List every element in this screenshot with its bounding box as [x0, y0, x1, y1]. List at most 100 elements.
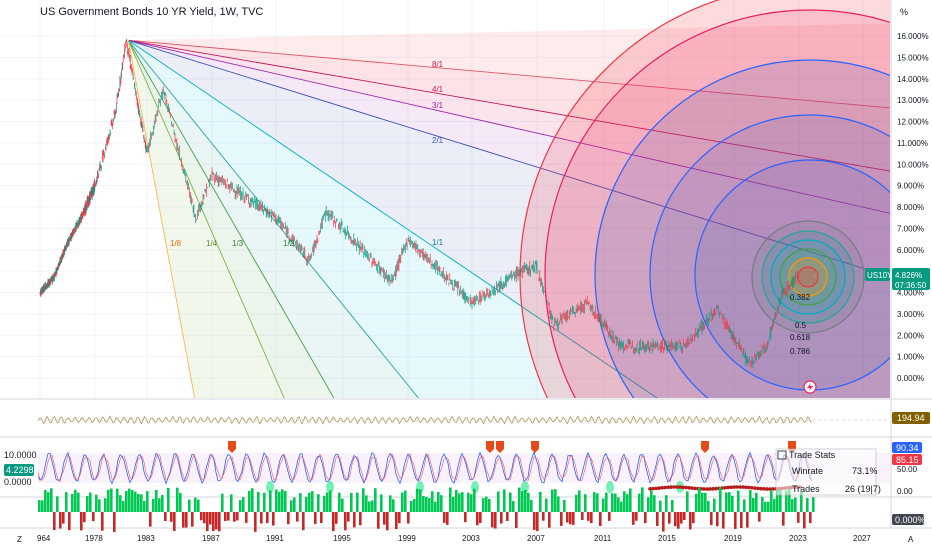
- histogram-bar: [341, 498, 344, 512]
- histogram-bar: [605, 492, 608, 512]
- pane1-value-badge: [892, 412, 930, 424]
- fan-ray: [127, 40, 335, 398]
- histogram-bar: [323, 495, 326, 512]
- histogram-bar: [737, 490, 740, 512]
- histogram-bar: [380, 494, 383, 512]
- histogram-bar: [242, 497, 245, 512]
- signal-marker: [701, 441, 709, 453]
- histogram-bar: [809, 512, 812, 524]
- fan-ray: [127, 39, 419, 398]
- trade-stats-title: Trade Stats: [789, 450, 836, 460]
- fan-ray: [128, 39, 658, 398]
- histogram-bar: [560, 512, 563, 526]
- stoch-d-line: [37, 453, 813, 483]
- histogram-bar: [356, 492, 359, 512]
- auto-scale-button[interactable]: A: [908, 535, 914, 544]
- histogram-bar: [326, 492, 329, 512]
- histogram-bar: [254, 512, 257, 532]
- time-tick: 1978: [85, 534, 103, 543]
- price-axis[interactable]: 16.000% 15.000% 14.000% 13.000% 12.000% 11.00…: [897, 32, 929, 383]
- histogram-bar: [113, 512, 116, 532]
- histogram-bar: [224, 512, 227, 521]
- earnings-event-icon[interactable]: [803, 380, 817, 394]
- histogram-bar: [557, 496, 560, 512]
- histogram-bar: [794, 497, 797, 512]
- pane2-left-zero: 0.0000: [4, 477, 32, 487]
- histogram-bar: [554, 489, 557, 512]
- histogram-bar: [572, 512, 575, 525]
- fan-label: 1/2: [283, 239, 295, 248]
- stochastic-pane[interactable]: [37, 441, 890, 493]
- time-tick: 2027: [853, 534, 871, 543]
- band-dot: [687, 485, 691, 490]
- fan-ray: [127, 40, 285, 398]
- histogram-bar: [635, 512, 638, 521]
- histogram-bar: [65, 492, 68, 512]
- histogram-bar: [206, 512, 209, 532]
- signal-blob: [266, 481, 274, 493]
- histogram-bar: [146, 491, 149, 512]
- histogram-bar: [641, 487, 644, 512]
- histogram-bar: [365, 495, 368, 512]
- band-dot: [744, 485, 748, 490]
- histogram-bar: [482, 498, 485, 512]
- time-tick: 2023: [789, 534, 807, 543]
- pane3-value-badge: [892, 514, 924, 525]
- grid: [0, 0, 890, 398]
- trade-stats-checkbox[interactable]: [777, 450, 787, 460]
- chart-title: US Government Bonds 10 YR Yield, 1W, TVC: [40, 6, 264, 18]
- band-dot: [732, 485, 736, 489]
- histogram-bar: [86, 496, 89, 512]
- histogram-bar: [548, 512, 551, 528]
- volume-histogram-pane[interactable]: [38, 487, 815, 532]
- price-tick: 16.000%: [897, 32, 929, 41]
- histogram-bar: [173, 512, 176, 532]
- oscillator-line: [37, 415, 813, 425]
- histogram-bar: [188, 499, 191, 512]
- histogram-bar: [311, 491, 314, 512]
- fan-label: 3/1: [432, 101, 444, 110]
- fib-circle-inner: [761, 230, 855, 324]
- band-dot: [705, 487, 709, 491]
- histogram-bar: [707, 501, 710, 512]
- price-series: [39, 38, 799, 369]
- time-tick: 1995: [333, 534, 351, 543]
- band-dot: [675, 485, 679, 489]
- pane2-left-badge-value: 4.2298: [6, 465, 34, 475]
- histogram-bar: [338, 492, 341, 512]
- trade-stats-table[interactable]: Trade Stats Winrate 73.1% Trades 26 (19|…: [775, 448, 881, 496]
- histogram-bar: [422, 495, 425, 512]
- histogram-bar: [275, 489, 278, 512]
- oscillator-pane[interactable]: [37, 415, 890, 425]
- zoom-corner-button[interactable]: Z: [17, 535, 22, 544]
- histogram-bar: [278, 491, 281, 512]
- price-tick: 1.000%: [897, 353, 924, 362]
- signal-marker: [228, 441, 236, 453]
- histogram-bar: [389, 495, 392, 512]
- histogram-bar: [158, 498, 161, 512]
- histogram-bar: [623, 491, 626, 512]
- histogram-bar: [713, 498, 716, 512]
- histogram-bar: [722, 512, 725, 529]
- scale-unit-label[interactable]: %: [899, 7, 908, 17]
- fib-circles: [519, 0, 890, 398]
- band-dot: [765, 487, 769, 491]
- histogram-bar: [674, 512, 677, 527]
- fan-label: 2/1: [432, 136, 444, 145]
- band-dot: [756, 486, 760, 491]
- histogram-bar: [512, 501, 515, 512]
- price-tick: 8.000%: [897, 203, 924, 212]
- histogram-bar: [59, 512, 62, 529]
- histogram-bar: [407, 512, 410, 524]
- time-axis[interactable]: 964 1978 1983 1987 1991 1995 1999 2003 2007 2011 2…: [37, 534, 871, 543]
- histogram-bar: [464, 512, 467, 523]
- histogram-bar: [479, 512, 482, 524]
- histogram-bar: [563, 499, 566, 512]
- histogram-bar: [782, 512, 785, 526]
- band-dot: [693, 486, 697, 491]
- histogram-bar: [209, 512, 212, 525]
- histogram-bar: [662, 512, 665, 532]
- histogram-bar: [668, 512, 671, 524]
- histogram-bar: [437, 491, 440, 512]
